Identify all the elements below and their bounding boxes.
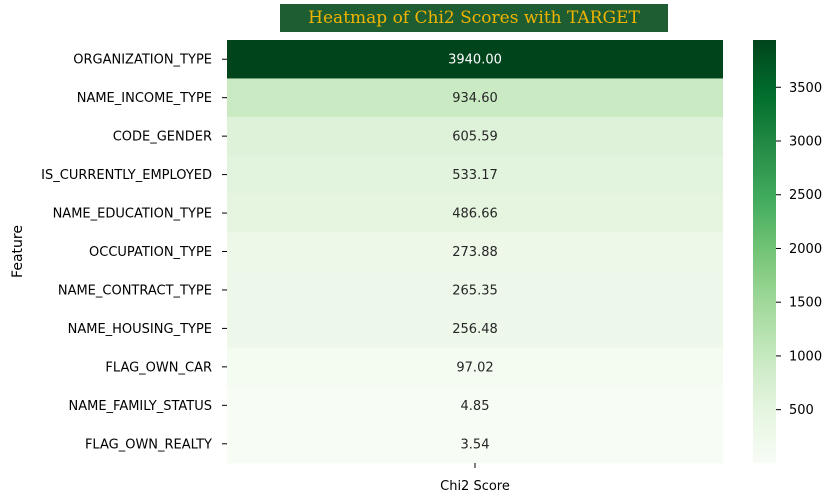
x-axis-label: Chi2 Score [440,479,510,494]
cell-value-label: 4.85 [461,399,490,414]
heatmap-cell [227,193,723,233]
chart-title: Heatmap of Chi2 Scores with TARGET [308,8,640,28]
y-tick-label: CODE_GENDER [113,130,212,145]
colorbar-tick-label: 2500 [789,188,822,203]
cell-value-label: 256.48 [452,322,498,337]
colorbar-tick-label: 1000 [789,349,822,364]
y-tick-label: IS_CURRENTLY_EMPLOYED [41,168,212,183]
cell-value-label: 265.35 [452,283,498,298]
cell-value-label: 486.66 [452,207,498,222]
cell-value-label: 3940.00 [448,53,502,68]
y-axis-label: Feature [10,225,26,278]
chart-title-box: Heatmap of Chi2 Scores with TARGET [280,4,668,32]
y-tick-label: NAME_FAMILY_STATUS [68,399,212,414]
heatmap-cell [227,386,723,426]
cell-value-label: 273.88 [452,245,498,260]
heatmap-cell [227,232,723,272]
y-tick-label: NAME_EDUCATION_TYPE [53,207,212,222]
heatmap-cell [227,424,723,464]
y-tick-label: ORGANIZATION_TYPE [73,53,212,68]
colorbar [753,40,776,463]
colorbar-tick-label: 3000 [789,135,822,150]
colorbar-tick-label: 500 [789,403,814,418]
y-tick-label: NAME_CONTRACT_TYPE [58,283,212,298]
y-tick-label: NAME_INCOME_TYPE [77,91,212,106]
heatmap-cell [227,270,723,310]
cell-value-label: 3.54 [461,437,490,452]
y-tick-label: OCCUPATION_TYPE [89,245,212,260]
cell-value-label: 934.60 [452,91,498,106]
colorbar-tick-label: 3500 [789,81,822,96]
heatmap-cell [227,347,723,387]
heatmap-cell [227,309,723,349]
colorbar-tick-label: 2000 [789,242,822,257]
y-tick-label: FLAG_OWN_CAR [105,360,212,375]
heatmap-cell [227,78,723,118]
y-tick-label: FLAG_OWN_REALTY [85,437,212,452]
cell-value-label: 97.02 [456,360,493,375]
heatmap-cell [227,155,723,195]
y-tick-label: NAME_HOUSING_TYPE [68,322,212,337]
cell-value-label: 533.17 [452,168,498,183]
cell-value-label: 605.59 [452,130,498,145]
heatmap-cell [227,40,723,79]
heatmap-cell [227,116,723,156]
colorbar-tick-label: 1500 [789,296,822,311]
